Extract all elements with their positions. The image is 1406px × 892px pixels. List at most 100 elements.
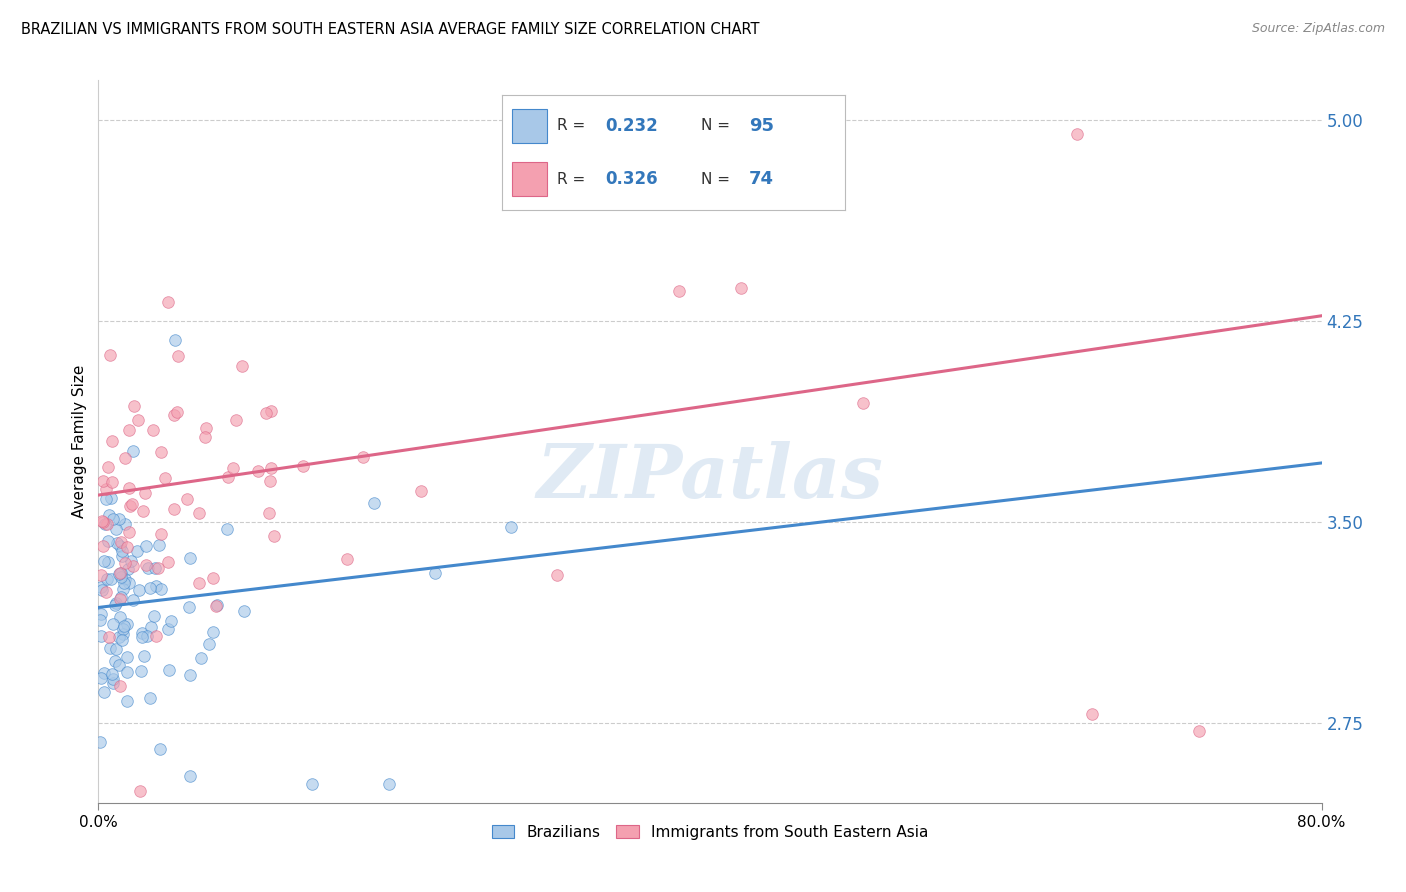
Point [118, 524, 141, 539]
Point [100, 348, 122, 362]
Point [97, 460, 120, 475]
Point [111, 544, 134, 558]
Point [423, 566, 446, 580]
Point [97, 555, 120, 569]
Point [96, 573, 118, 587]
Point [546, 568, 568, 582]
Point [114, 572, 136, 586]
Point [159, 614, 181, 628]
Point [202, 624, 225, 639]
Point [607, 135, 630, 149]
Point [118, 481, 141, 495]
Point [202, 571, 225, 585]
Text: BRAZILIAN VS IMMIGRANTS FROM SOUTH EASTERN ASIA AVERAGE FAMILY SIZE CORRELATION : BRAZILIAN VS IMMIGRANTS FROM SOUTH EASTE… [21, 22, 759, 37]
Point [1188, 723, 1211, 738]
Point [221, 460, 243, 475]
Point [125, 544, 148, 558]
Point [114, 450, 136, 465]
Point [97, 534, 120, 549]
Point [91, 583, 114, 598]
Point [100, 572, 122, 586]
Point [143, 608, 166, 623]
Point [108, 566, 131, 581]
Point [142, 423, 165, 437]
Point [93, 666, 115, 681]
Point [111, 633, 134, 648]
Point [176, 491, 198, 506]
Point [110, 570, 132, 584]
Point [115, 541, 138, 555]
Point [215, 522, 238, 536]
Y-axis label: Average Family Size: Average Family Size [72, 365, 87, 518]
Point [108, 591, 131, 606]
Point [207, 598, 229, 612]
Point [336, 552, 359, 566]
Point [94, 516, 117, 531]
Point [111, 582, 134, 596]
Point [128, 583, 150, 598]
Point [166, 405, 188, 419]
Point [98, 640, 121, 655]
Point [118, 500, 141, 514]
Point [163, 333, 186, 347]
Point [121, 558, 143, 573]
Point [121, 497, 143, 511]
Point [96, 517, 118, 532]
Point [1081, 707, 1104, 722]
Point [129, 784, 152, 798]
Point [90, 607, 112, 621]
Point [108, 512, 131, 526]
Point [118, 575, 141, 590]
Text: Source: ZipAtlas.com: Source: ZipAtlas.com [1251, 22, 1385, 36]
Point [101, 475, 124, 489]
Point [136, 629, 159, 643]
Point [90, 580, 112, 594]
Point [108, 657, 131, 672]
Point [132, 648, 155, 663]
Point [120, 554, 142, 568]
Point [96, 584, 118, 599]
Point [134, 486, 156, 500]
Point [111, 622, 134, 636]
Point [145, 561, 167, 575]
Point [101, 666, 124, 681]
Point [256, 406, 278, 420]
Point [110, 539, 132, 553]
Point [117, 561, 139, 575]
Point [194, 421, 217, 435]
Point [668, 284, 690, 298]
Point [363, 495, 385, 509]
Point [217, 470, 239, 484]
Point [110, 591, 132, 605]
Point [115, 665, 138, 679]
Point [100, 491, 122, 506]
Point [98, 630, 121, 644]
Legend: Brazilians, Immigrants from South Eastern Asia: Brazilians, Immigrants from South Easter… [485, 819, 935, 846]
Point [198, 636, 221, 650]
Point [91, 539, 114, 553]
Point [148, 538, 170, 552]
Point [179, 769, 201, 783]
Point [89, 614, 111, 628]
Point [127, 413, 149, 427]
Point [247, 463, 270, 477]
Point [131, 626, 153, 640]
Point [378, 777, 401, 791]
Point [97, 508, 120, 522]
Point [188, 575, 211, 590]
Point [110, 534, 132, 549]
Point [852, 396, 875, 410]
Point [260, 404, 283, 418]
Point [121, 443, 143, 458]
Point [104, 654, 127, 668]
Point [187, 507, 209, 521]
Point [409, 483, 432, 498]
Point [149, 742, 172, 756]
Point [136, 560, 159, 574]
Point [163, 409, 186, 423]
Point [114, 557, 136, 571]
Point [131, 630, 153, 644]
Point [730, 281, 752, 295]
Point [263, 529, 285, 543]
Point [91, 474, 114, 488]
